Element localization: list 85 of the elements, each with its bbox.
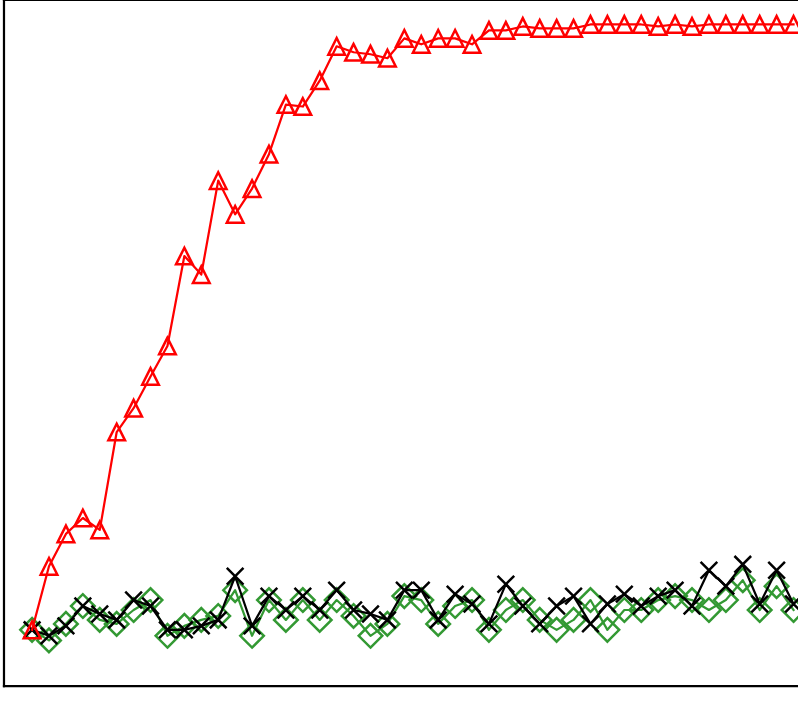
point bbox=[462, 34, 482, 54]
point bbox=[547, 18, 567, 39]
point bbox=[492, 596, 519, 624]
point bbox=[733, 554, 753, 574]
point bbox=[580, 614, 601, 634]
point bbox=[306, 606, 333, 633]
point bbox=[530, 18, 550, 39]
point bbox=[678, 587, 706, 614]
point bbox=[767, 560, 787, 580]
point bbox=[597, 594, 617, 614]
point bbox=[157, 336, 178, 356]
point bbox=[276, 94, 296, 115]
point bbox=[543, 616, 570, 643]
point bbox=[445, 584, 465, 604]
point bbox=[124, 398, 144, 418]
point bbox=[445, 28, 465, 48]
point bbox=[56, 524, 76, 544]
point bbox=[716, 14, 736, 35]
point bbox=[394, 28, 414, 48]
point bbox=[509, 587, 536, 614]
point bbox=[750, 14, 770, 35]
point bbox=[225, 566, 245, 586]
point bbox=[631, 14, 651, 35]
point bbox=[594, 616, 621, 643]
point bbox=[496, 574, 516, 594]
point bbox=[344, 42, 364, 62]
point bbox=[577, 587, 604, 614]
point bbox=[699, 14, 719, 35]
point bbox=[208, 171, 228, 191]
point bbox=[580, 14, 601, 35]
point bbox=[140, 366, 161, 387]
point bbox=[682, 16, 702, 37]
point bbox=[648, 16, 668, 37]
point bbox=[310, 71, 330, 91]
point bbox=[39, 556, 59, 576]
point bbox=[475, 616, 502, 643]
point bbox=[242, 178, 262, 199]
point bbox=[222, 577, 249, 604]
point bbox=[411, 34, 431, 54]
point bbox=[323, 587, 350, 614]
point bbox=[458, 587, 486, 614]
point bbox=[107, 422, 127, 442]
point bbox=[174, 246, 194, 266]
point bbox=[513, 16, 533, 37]
point bbox=[563, 586, 584, 606]
point bbox=[90, 520, 110, 540]
point bbox=[293, 96, 313, 117]
point bbox=[425, 610, 452, 637]
point bbox=[239, 622, 266, 649]
point bbox=[611, 596, 638, 624]
point bbox=[259, 144, 279, 164]
point bbox=[699, 560, 719, 580]
point bbox=[712, 587, 739, 614]
point bbox=[289, 587, 316, 614]
point bbox=[628, 596, 655, 624]
point bbox=[733, 14, 753, 35]
point bbox=[120, 596, 147, 624]
point bbox=[191, 264, 211, 285]
point bbox=[526, 606, 553, 633]
point bbox=[428, 28, 448, 48]
point bbox=[729, 567, 756, 594]
point bbox=[377, 48, 398, 68]
point bbox=[763, 573, 790, 600]
point bbox=[563, 18, 584, 39]
point bbox=[767, 14, 787, 35]
point bbox=[614, 584, 634, 604]
point bbox=[327, 36, 347, 56]
point bbox=[695, 596, 722, 624]
point bbox=[272, 606, 299, 633]
point bbox=[52, 610, 79, 637]
point bbox=[496, 20, 516, 41]
point bbox=[73, 508, 93, 528]
point bbox=[225, 204, 245, 224]
point bbox=[357, 622, 384, 649]
point bbox=[360, 44, 381, 64]
point bbox=[597, 14, 617, 35]
point bbox=[408, 587, 435, 614]
point bbox=[614, 14, 634, 35]
point bbox=[665, 14, 685, 35]
point bbox=[746, 596, 773, 624]
point bbox=[560, 606, 587, 633]
point bbox=[547, 596, 567, 616]
point bbox=[479, 20, 499, 41]
point bbox=[255, 587, 283, 614]
point bbox=[716, 576, 736, 596]
